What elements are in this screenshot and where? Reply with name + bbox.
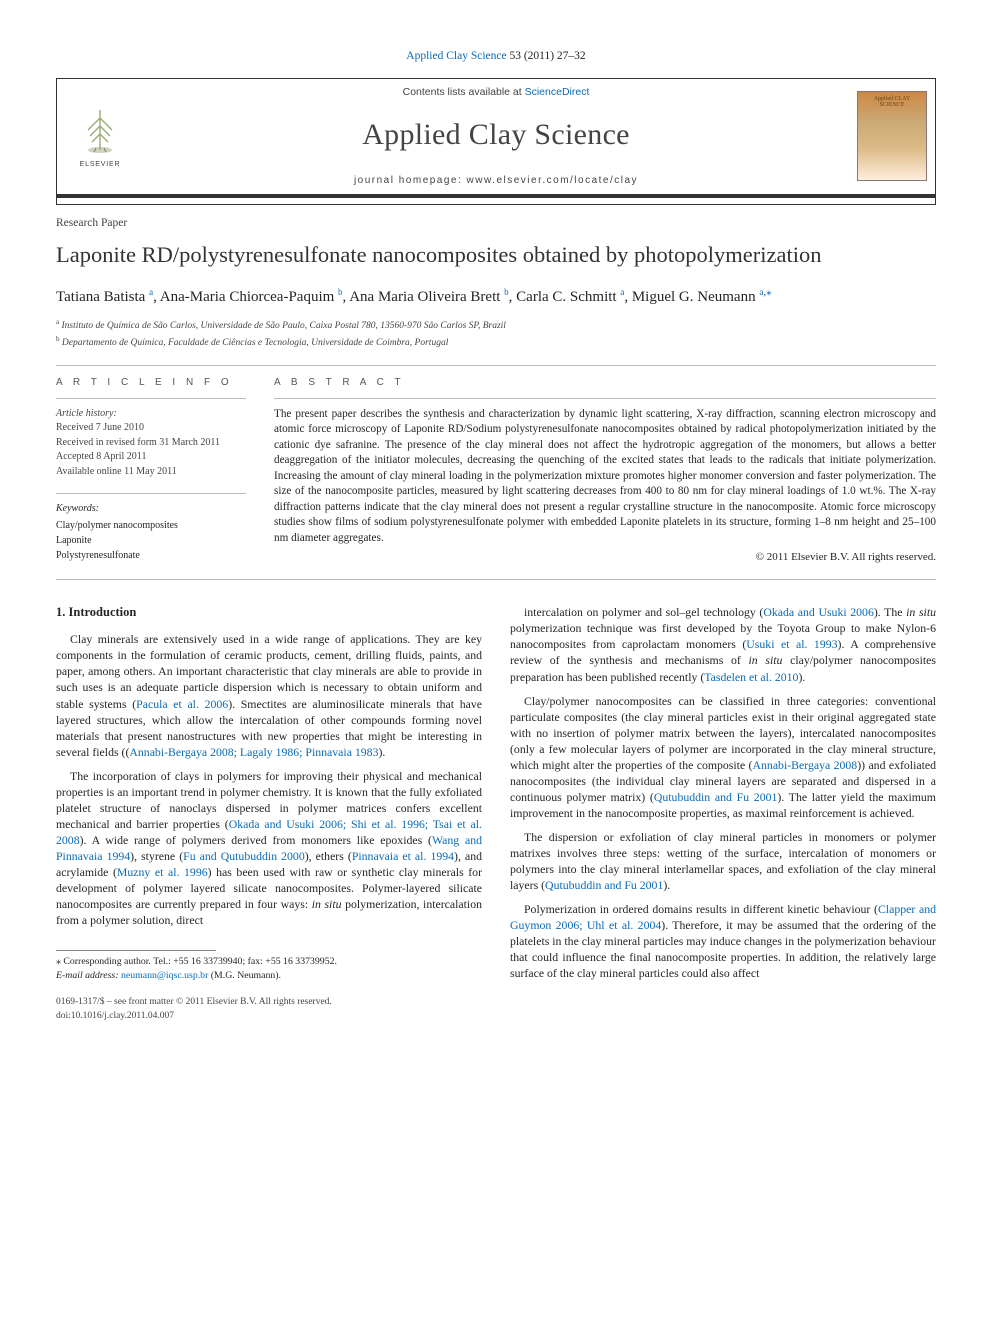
affiliation: a Instituto de Química de São Carlos, Un… xyxy=(56,318,936,333)
article-title: Laponite RD/polystyrenesulfonate nanocom… xyxy=(56,241,936,269)
history-line: Received 7 June 2010 xyxy=(56,421,246,436)
abstract-text: The present paper describes the synthesi… xyxy=(274,407,936,546)
masthead-divider-bar xyxy=(57,194,935,198)
citation[interactable]: Clapper and Guymon 2006; Uhl et al. 2004 xyxy=(510,902,936,932)
body-paragraph: Clay/polymer nanocomposites can be class… xyxy=(510,693,936,821)
article-info-heading: A R T I C L E I N F O xyxy=(56,376,246,390)
corresponding-email-link[interactable]: neumann@iqsc.usp.br xyxy=(121,970,208,981)
elsevier-tree-icon xyxy=(74,104,126,156)
citation[interactable]: Usuki et al. 1993 xyxy=(746,637,837,651)
journal-cover-thumbnail: Applied CLAY SCIENCE xyxy=(857,91,927,181)
abstract-copyright: © 2011 Elsevier B.V. All rights reserved… xyxy=(274,550,936,565)
journal-name: Applied Clay Science xyxy=(135,114,857,156)
body-column-right: intercalation on polymer and sol–gel tec… xyxy=(510,604,936,1023)
footnote-rule xyxy=(56,950,216,951)
header-citation: Applied Clay Science 53 (2011) 27–32 xyxy=(56,48,936,64)
keyword: Clay/polymer nanocomposites xyxy=(56,518,246,533)
cover-title: Applied CLAY SCIENCE xyxy=(862,96,922,108)
keyword: Laponite xyxy=(56,533,246,548)
keyword: Polystyrenesulfonate xyxy=(56,548,246,563)
citation[interactable]: Muzny et al. 1996 xyxy=(117,865,208,879)
body-paragraph: The dispersion or exfoliation of clay mi… xyxy=(510,829,936,893)
citation[interactable]: Okada and Usuki 2006 xyxy=(763,605,874,619)
journal-link[interactable]: Applied Clay Science xyxy=(406,50,506,62)
citation[interactable]: Pinnavaia et al. 1994 xyxy=(352,849,454,863)
citation[interactable]: Annabi-Bergaya 2008; Lagaly 1986; Pinnav… xyxy=(129,745,378,759)
affiliation: b Departamento de Química, Faculdade de … xyxy=(56,335,936,350)
keywords-label: Keywords: xyxy=(56,502,246,516)
citation[interactable]: Annabi-Bergaya 2008 xyxy=(753,758,858,772)
body-column-left: 1. Introduction Clay minerals are extens… xyxy=(56,604,482,1023)
body-paragraph: Polymerization in ordered domains result… xyxy=(510,901,936,981)
citation[interactable]: Qutubuddin and Fu 2001 xyxy=(654,790,778,804)
history-label: Article history: xyxy=(56,408,117,419)
body-paragraph: The incorporation of clays in polymers f… xyxy=(56,768,482,928)
masthead: ELSEVIER Contents lists available at Sci… xyxy=(56,78,936,205)
citation[interactable]: Pacula et al. 2006 xyxy=(136,697,228,711)
citation-suffix: 53 (2011) 27–32 xyxy=(507,50,586,62)
history-line: Received in revised form 31 March 2011 xyxy=(56,436,246,451)
email-footnote: E-mail address: neumann@iqsc.usp.br (M.G… xyxy=(56,969,482,983)
corresponding-footnote: ⁎ Corresponding author. Tel.: +55 16 337… xyxy=(56,955,482,969)
contents-line: Contents lists available at ScienceDirec… xyxy=(135,85,857,100)
info-rule xyxy=(56,398,246,399)
citation[interactable]: Tasdelen et al. 2010 xyxy=(704,670,798,684)
section-rule-bottom xyxy=(56,579,936,580)
author-list: Tatiana Batista a, Ana-Maria Chiorcea-Pa… xyxy=(56,285,936,308)
elsevier-wordmark: ELSEVIER xyxy=(80,160,121,170)
journal-homepage: journal homepage: www.elsevier.com/locat… xyxy=(135,174,857,188)
article-type: Research Paper xyxy=(56,215,936,231)
doi-line: doi:10.1016/j.clay.2011.04.007 xyxy=(56,1010,482,1023)
body-paragraph: intercalation on polymer and sol–gel tec… xyxy=(510,604,936,684)
sciencedirect-link[interactable]: ScienceDirect xyxy=(525,86,590,98)
elsevier-logo: ELSEVIER xyxy=(65,96,135,176)
section-rule-top xyxy=(56,365,936,366)
abs-rule xyxy=(274,398,936,399)
citation[interactable]: Qutubuddin and Fu 2001 xyxy=(545,878,663,892)
history-line: Available online 11 May 2011 xyxy=(56,465,246,480)
body-paragraph: Clay minerals are extensively used in a … xyxy=(56,631,482,759)
citation[interactable]: Fu and Qutubuddin 2000 xyxy=(183,849,305,863)
issn-line: 0169-1317/$ – see front matter © 2011 El… xyxy=(56,996,482,1009)
kw-rule xyxy=(56,493,246,494)
history-line: Accepted 8 April 2011 xyxy=(56,450,246,465)
citation[interactable]: Okada and Usuki 2006; Shi et al. 1996; T… xyxy=(56,817,482,847)
section-1-heading: 1. Introduction xyxy=(56,604,482,621)
abstract-heading: A B S T R A C T xyxy=(274,376,936,390)
